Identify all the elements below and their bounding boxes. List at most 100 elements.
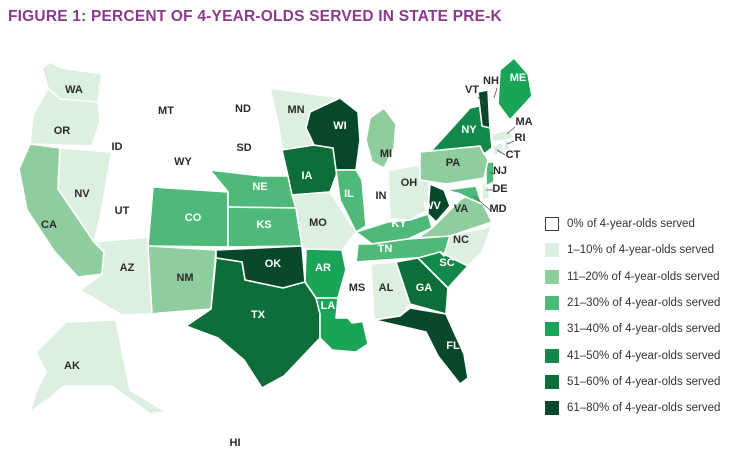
legend-swatch-6 — [545, 374, 559, 389]
legend-label-2: 11–20% of 4-year-olds served — [567, 270, 720, 283]
callout-line-md — [473, 195, 491, 211]
state-label-ri: RI — [515, 132, 526, 144]
legend-swatch-7 — [545, 401, 559, 416]
legend-item-6: 51–60% of 4-year-olds served — [545, 369, 720, 395]
state-wy — [120, 135, 212, 189]
state-nh — [487, 79, 499, 129]
legend-label-7: 61–80% of 4-year-olds served — [567, 402, 721, 415]
legend-item-0: 0% of 4-year-olds served — [545, 211, 720, 237]
state-label-hi: HI — [230, 437, 241, 449]
state-label-sd: SD — [236, 142, 251, 154]
state-il — [335, 169, 367, 233]
state-label-ne: NE — [252, 181, 267, 193]
legend-label-6: 51–60% of 4-year-olds served — [567, 375, 721, 388]
state-label-ks: KS — [256, 219, 271, 231]
legend-swatch-3 — [545, 296, 559, 311]
state-label-az: AZ — [120, 262, 135, 274]
state-label-md: MD — [489, 203, 506, 215]
state-label-il: IL — [344, 188, 354, 200]
state-label-ut: UT — [115, 205, 130, 217]
state-label-mt: MT — [158, 105, 174, 117]
state-label-tn: TN — [378, 243, 393, 255]
legend: 0% of 4-year-olds served 1–10% of 4-year… — [545, 211, 720, 421]
callout-line-ma — [506, 126, 516, 135]
state-la — [315, 297, 369, 353]
legend-swatch-4 — [545, 322, 559, 337]
legend-label-5: 41–50% of 4-year-olds served — [567, 349, 721, 362]
legend-item-3: 21–30% of 4-year-olds served — [545, 290, 720, 316]
state-label-mi: MI — [380, 148, 392, 160]
legend-item-7: 61–80% of 4-year-olds served — [545, 395, 720, 421]
state-label-ny: NY — [461, 124, 477, 136]
legend-item-1: 1–10% of 4-year-olds served — [545, 237, 720, 263]
state-wv — [427, 183, 451, 223]
state-label-ca: CA — [41, 219, 57, 231]
state-label-wi: WI — [333, 120, 346, 132]
state-ga — [395, 257, 449, 315]
legend-label-4: 31–40% of 4-year-olds served — [567, 323, 721, 336]
state-fl — [373, 307, 469, 385]
state-label-ma: MA — [515, 116, 532, 128]
callout-line-ct — [496, 149, 506, 156]
legend-label-3: 21–30% of 4-year-olds served — [567, 297, 721, 310]
legend-item-2: 11–20% of 4-year-olds served — [545, 264, 720, 290]
state-label-nd: ND — [235, 103, 251, 115]
state-label-oh: OH — [401, 177, 418, 189]
state-label-la: LA — [321, 300, 336, 312]
state-label-ms: MS — [349, 282, 366, 294]
state-label-nv: NV — [74, 188, 90, 200]
state-ak — [29, 319, 167, 415]
state-label-ar: AR — [315, 262, 331, 274]
state-label-ok: OK — [265, 258, 282, 270]
state-in — [361, 175, 389, 227]
legend-item-5: 41–50% of 4-year-olds served — [545, 342, 720, 368]
state-ct — [491, 141, 505, 157]
state-label-in: IN — [376, 190, 387, 202]
legend-label-0: 0% of 4-year-olds served — [567, 218, 695, 231]
legend-item-4: 31–40% of 4-year-olds served — [545, 316, 720, 342]
state-label-nc: NC — [453, 234, 469, 246]
state-ms — [337, 261, 375, 324]
state-label-ky: KY — [391, 218, 407, 230]
state-label-nh: NH — [483, 75, 499, 87]
state-label-nj: NJ — [493, 165, 507, 177]
callout-line-ri — [506, 140, 515, 145]
state-md — [445, 185, 483, 205]
state-label-vt: VT — [465, 84, 479, 96]
state-label-co: CO — [185, 212, 202, 224]
state-label-pa: PA — [446, 157, 461, 169]
state-label-wv: WV — [423, 200, 441, 212]
state-label-me: ME — [510, 72, 527, 84]
callout-line-nj — [489, 171, 495, 175]
state-label-de: DE — [492, 183, 507, 195]
state-label-mo: MO — [309, 217, 327, 229]
legend-swatch-2 — [545, 269, 559, 284]
state-layer — [18, 57, 533, 427]
state-me — [497, 57, 533, 121]
state-label-wy: WY — [174, 156, 192, 168]
legend-swatch-0 — [545, 217, 559, 232]
state-label-fl: FL — [446, 340, 460, 352]
state-label-layer: WA OR CA NV ID MT WY UT AZ CO NM ND SD NE KS OK TX MN IA MO… — [41, 72, 533, 449]
state-label-nm: NM — [176, 272, 193, 284]
state-label-or: OR — [54, 125, 71, 137]
callout-lines — [473, 87, 516, 211]
legend-swatch-1 — [545, 243, 559, 258]
figure-title: FIGURE 1: PERCENT OF 4-YEAR-OLDS SERVED … — [8, 8, 502, 25]
state-label-wa: WA — [65, 84, 83, 96]
state-label-tx: TX — [251, 309, 266, 321]
state-ma — [491, 129, 515, 143]
state-label-id: ID — [112, 141, 123, 153]
legend-swatch-5 — [545, 348, 559, 363]
callout-line-nh — [493, 87, 498, 99]
callout-line-vt — [477, 96, 485, 105]
state-label-va: VA — [454, 203, 469, 215]
state-label-ga: GA — [416, 282, 433, 294]
state-label-ak: AK — [64, 360, 80, 372]
state-tx — [185, 257, 321, 389]
state-sd — [209, 124, 283, 177]
state-label-sc: SC — [439, 257, 454, 269]
state-label-ct: CT — [506, 149, 521, 161]
state-hi — [183, 396, 249, 427]
